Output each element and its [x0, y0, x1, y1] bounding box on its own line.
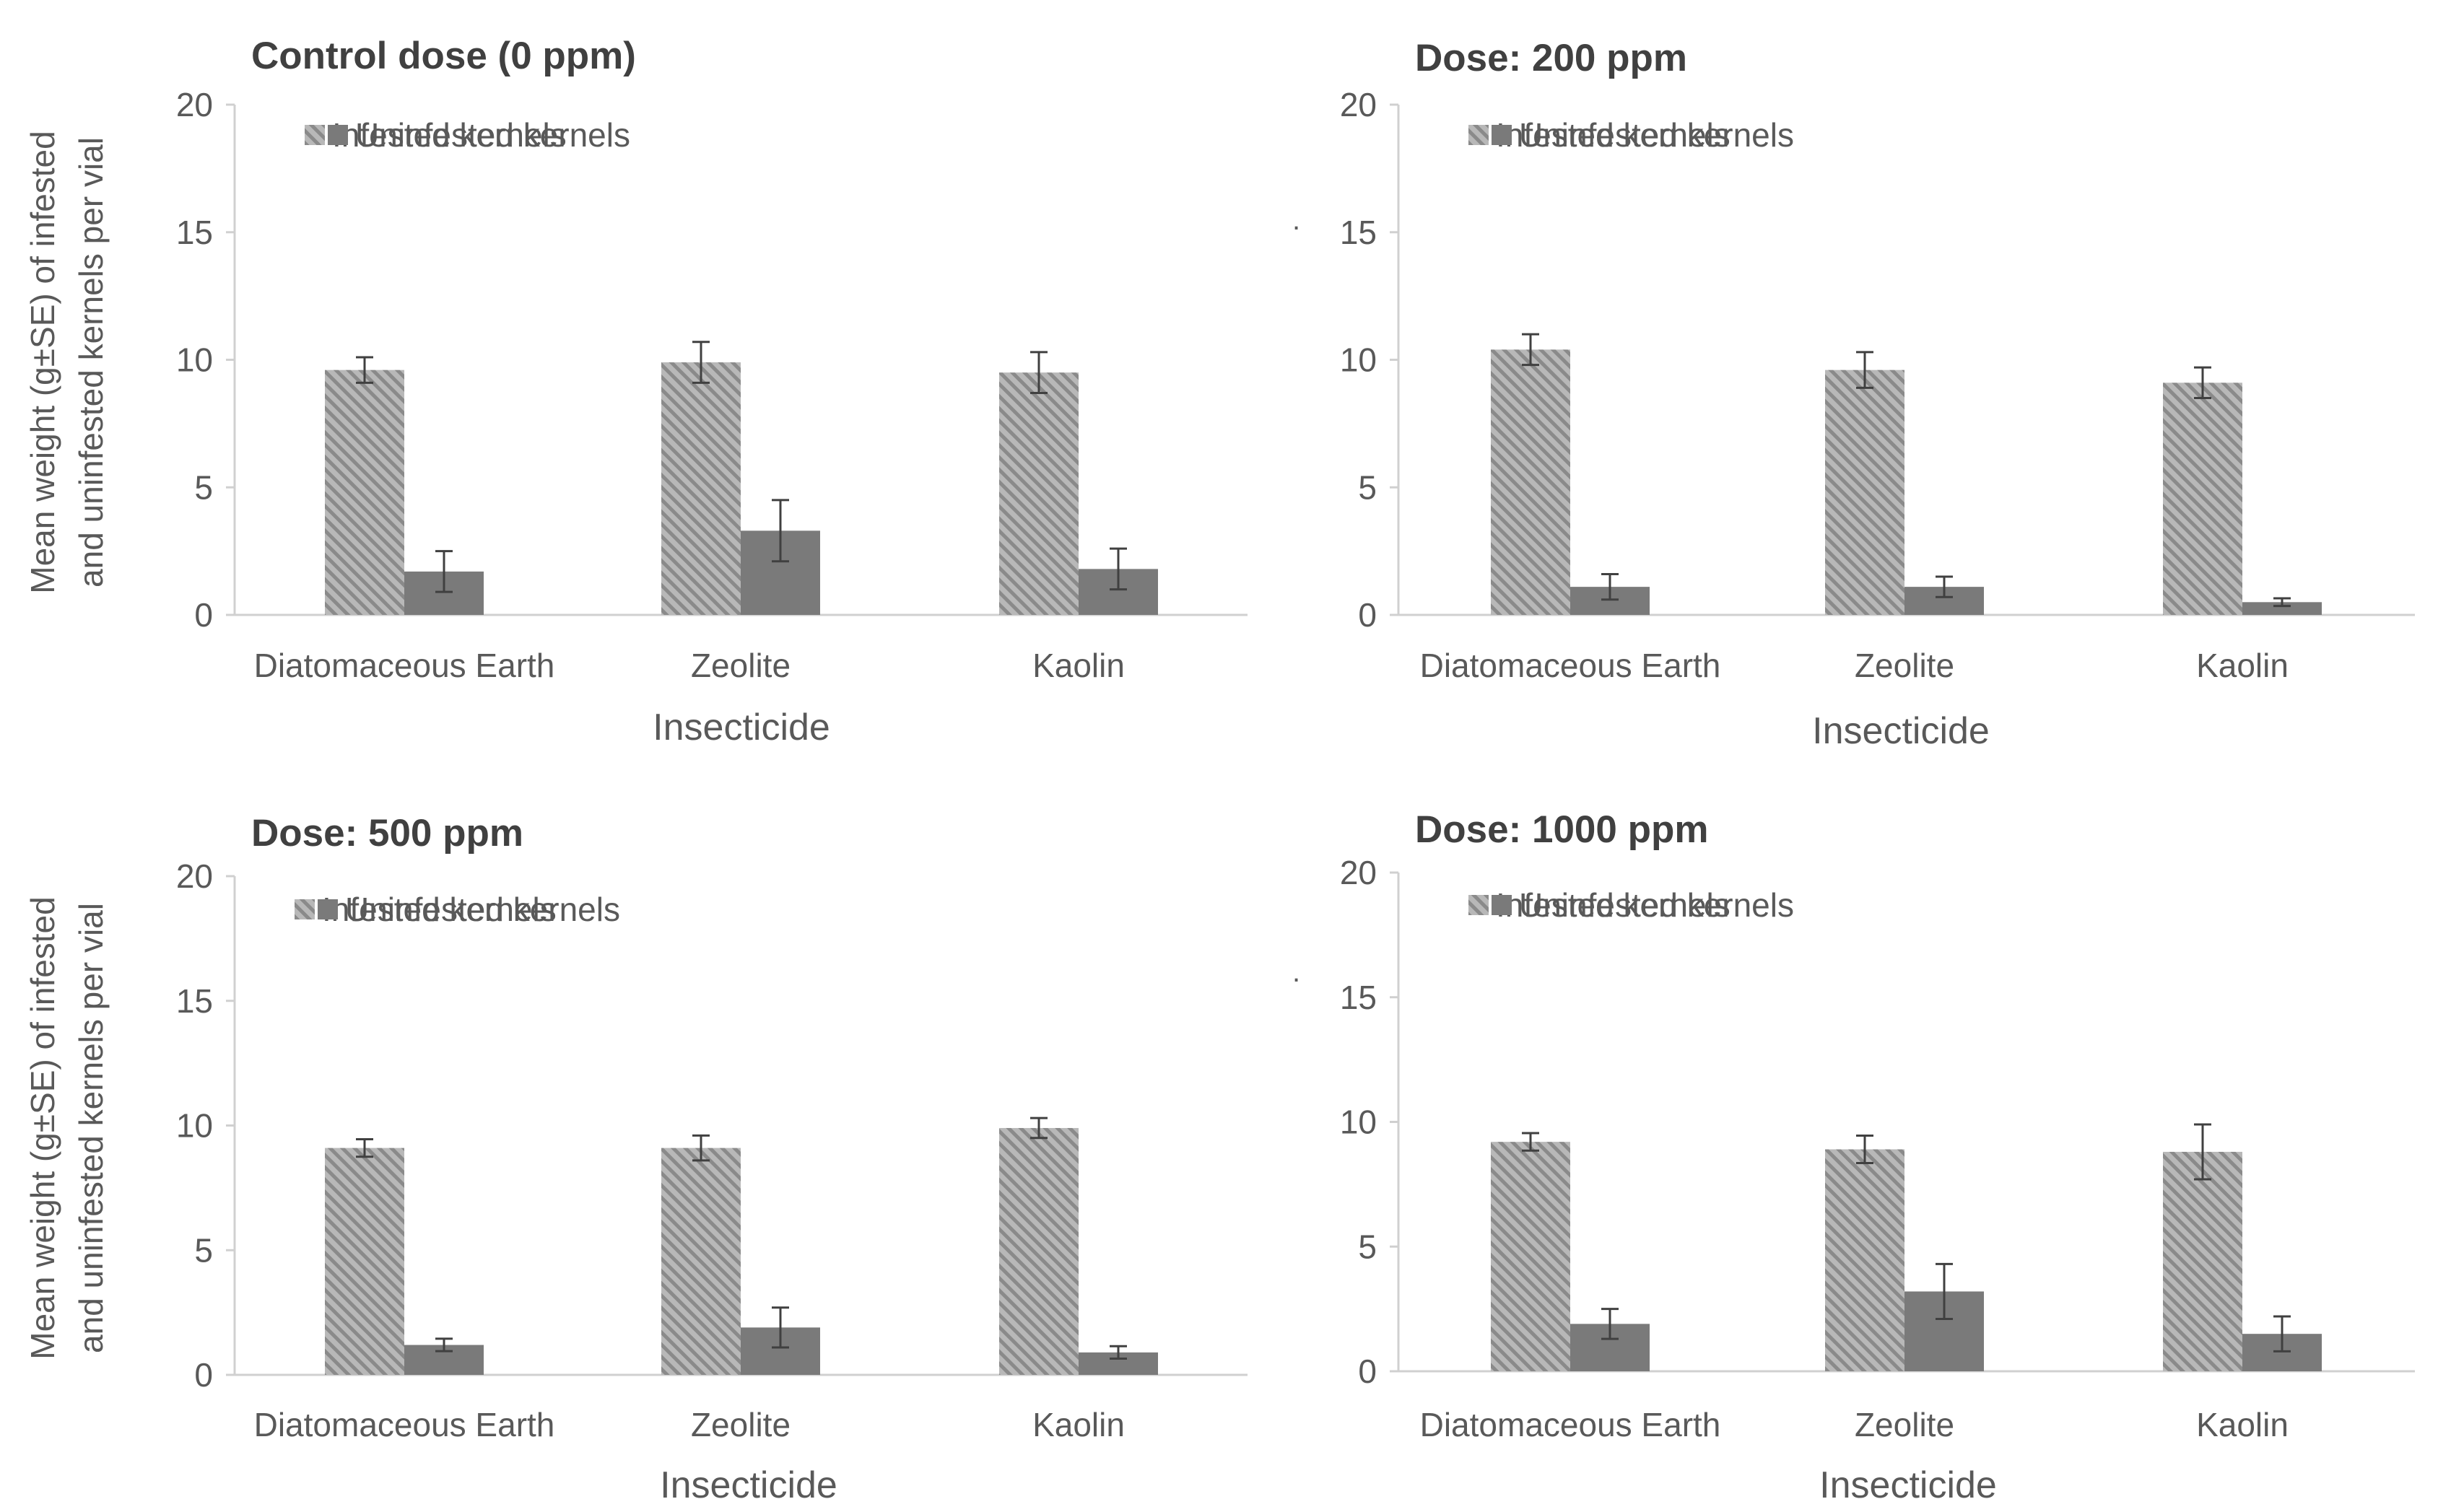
legend-label-infested: Infested kernels	[322, 891, 557, 928]
bar-infested	[999, 372, 1079, 615]
legend-label-uninfested: Uninfested kernels	[1519, 886, 1794, 924]
y-tick-label: 5	[1358, 468, 1377, 506]
stray-dot-bottom: .	[1292, 956, 1300, 988]
category-label: Zeolite	[691, 1406, 791, 1443]
legend-label-uninfested: Uninfested kernels	[355, 116, 630, 154]
y-tick-label: 0	[1358, 1353, 1377, 1390]
bar-infested	[999, 1127, 1079, 1375]
y-tick-label: 5	[194, 468, 213, 506]
chart-title: Dose: 500 ppm	[251, 812, 523, 855]
legend-label-infested: Infested kernels	[1496, 116, 1730, 154]
category-label: Kaolin	[1032, 647, 1125, 684]
bar-infested	[661, 362, 741, 615]
category-label: Kaolin	[2196, 647, 2289, 684]
y-tick-label: 0	[194, 1356, 213, 1394]
chart-panel-4: Dose: 1000 ppm 0 5 10 15 20 Diatomaceous Earth…	[1340, 808, 2415, 1506]
bar-infested	[1825, 370, 1904, 615]
y-tick-label: 20	[1340, 86, 1377, 123]
y-tick-label: 0	[194, 596, 213, 634]
x-axis-label: Insecticide	[1819, 1464, 1997, 1506]
category-label: Zeolite	[1855, 647, 1954, 684]
chart-title: Control dose (0 ppm)	[251, 35, 636, 77]
y-axis-label-line-2: and uninfested kernels per vial	[72, 903, 110, 1353]
category-label: Kaolin	[2196, 1406, 2289, 1443]
y-tick-label: 20	[1340, 854, 1377, 891]
legend-swatch-uninfested	[1492, 125, 1512, 145]
y-tick-label: 0	[1358, 596, 1377, 634]
x-axis-label: Insecticide	[1812, 710, 1990, 752]
x-axis-label: Insecticide	[660, 1464, 837, 1506]
category-label: Diatomaceous Earth	[254, 1406, 555, 1443]
legend-swatch-infested	[305, 125, 325, 145]
bar-infested	[2163, 1151, 2242, 1371]
chart-panels: Control dose (0 ppm) 0 5 10 15 20 Diatomaceous…	[24, 35, 2415, 1506]
legend-label-infested: Infested kernels	[332, 116, 567, 154]
legend-swatch-uninfested	[328, 125, 348, 145]
y-axis-label-line-1: Mean weight (g±SE) of infested	[24, 896, 61, 1359]
category-label: Zeolite	[691, 647, 791, 684]
bar-infested	[1491, 1142, 1570, 1371]
y-tick-label: 10	[1340, 1104, 1377, 1141]
legend-swatch-uninfested	[1492, 895, 1512, 915]
bar-infested	[325, 1148, 404, 1375]
legend-swatch-uninfested	[318, 899, 338, 919]
x-axis-label: Insecticide	[653, 707, 830, 748]
legend-swatch-infested	[1468, 125, 1489, 145]
y-tick-label: 20	[176, 86, 213, 123]
bar-uninfested	[2242, 602, 2322, 615]
y-tick-label: 10	[176, 1107, 213, 1145]
chart-panel-3: Dose: 500 ppm 0 5 10 15 20 Diatomaceous Earth Z…	[24, 812, 1248, 1506]
chart-title: Dose: 200 ppm	[1415, 37, 1687, 79]
y-tick-label: 15	[1340, 214, 1377, 251]
y-tick-label: 20	[176, 857, 213, 895]
stray-dot-top: .	[1292, 204, 1300, 236]
y-tick-label: 10	[1340, 341, 1377, 379]
y-tick-label: 15	[1340, 979, 1377, 1016]
category-label: Diatomaceous Earth	[254, 647, 555, 684]
y-tick-label: 5	[1358, 1228, 1377, 1265]
y-axis-label-line-1: Mean weight (g±SE) of infested	[24, 131, 61, 593]
category-label: Kaolin	[1032, 1406, 1125, 1443]
y-tick-label: 15	[176, 982, 213, 1020]
y-tick-label: 10	[176, 341, 213, 379]
chart-panel-2: Dose: 200 ppm 0 5 10 15 20 Diatomaceous Earth Z…	[1340, 37, 2415, 752]
y-tick-label: 15	[176, 214, 213, 251]
y-tick-label: 5	[194, 1231, 213, 1269]
bar-infested	[2163, 383, 2242, 615]
legend-swatch-infested	[295, 899, 315, 919]
category-label: Diatomaceous Earth	[1420, 647, 1721, 684]
bar-infested	[661, 1148, 741, 1375]
legend-label-uninfested: Uninfested kernels	[1519, 116, 1794, 154]
category-label: Zeolite	[1855, 1406, 1954, 1443]
bar-infested	[325, 370, 404, 615]
legend-label-uninfested: Uninfested kernels	[345, 891, 620, 928]
chart-title: Dose: 1000 ppm	[1415, 808, 1708, 851]
bar-infested	[1825, 1149, 1904, 1371]
legend-label-infested: Infested kernels	[1496, 886, 1730, 924]
chart-panel-1: Control dose (0 ppm) 0 5 10 15 20 Diatomaceous…	[24, 35, 1248, 748]
category-label: Diatomaceous Earth	[1420, 1406, 1721, 1443]
legend-swatch-infested	[1468, 895, 1489, 915]
y-axis-label-line-2: and uninfested kernels per vial	[72, 137, 110, 587]
bar-infested	[1491, 349, 1570, 615]
